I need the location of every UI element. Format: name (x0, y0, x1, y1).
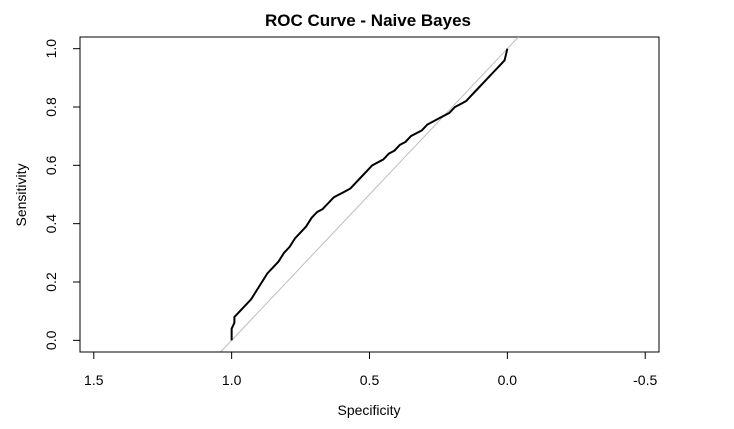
y-tick-label: 0.0 (43, 330, 59, 350)
reference-layer (220, 36, 519, 353)
y-tick-label: 1.0 (43, 39, 59, 59)
x-axis: 1.5 1.0 0.5 0.0 -0.5 (84, 351, 657, 388)
x-tick-label: 0.0 (498, 372, 518, 388)
y-axis-label: Sensitivity (13, 163, 29, 226)
reference-diagonal (220, 36, 519, 353)
y-axis: 0.0 0.2 0.4 0.6 0.8 1.0 (43, 39, 81, 350)
y-tick-label: 0.2 (43, 272, 59, 292)
roc-curve-line (230, 48, 509, 341)
x-tick-label: 1.0 (222, 372, 242, 388)
series-layer (230, 48, 509, 341)
y-tick-label: 0.8 (43, 97, 59, 117)
x-axis-label: Specificity (337, 402, 400, 418)
chart-title: ROC Curve - Naive Bayes (265, 11, 471, 30)
x-tick-label: 0.5 (360, 372, 380, 388)
y-tick-label: 0.4 (43, 214, 59, 234)
x-tick-label: -0.5 (633, 372, 657, 388)
y-tick-label: 0.6 (43, 155, 59, 175)
x-tick-label: 1.5 (84, 372, 104, 388)
